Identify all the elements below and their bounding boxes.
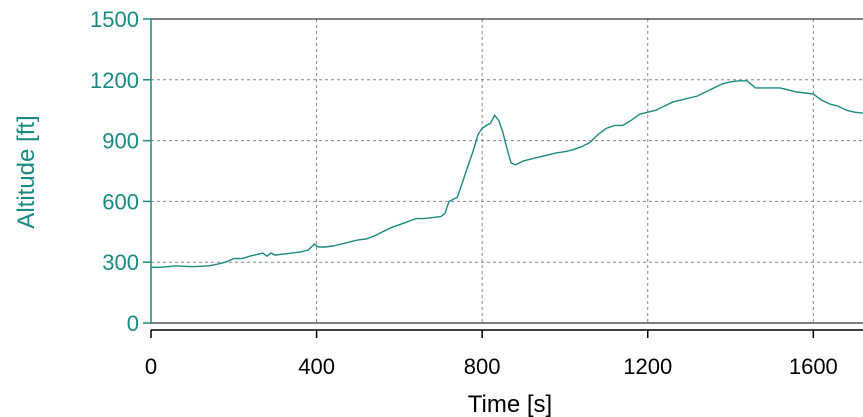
- y-tick-label: 1500: [90, 7, 139, 32]
- x-axis-label: Time [s]: [468, 391, 552, 417]
- grid-lines: [151, 19, 863, 323]
- y-tick-label: 900: [102, 129, 139, 154]
- x-tick-label: 0: [145, 354, 157, 379]
- y-tick-label: 600: [102, 189, 139, 214]
- y-axis-label: Altitude [ft]: [13, 115, 40, 228]
- x-tick-label: 800: [464, 354, 501, 379]
- x-tick-label: 1600: [789, 354, 838, 379]
- x-axis-ticks: 0 400 800 1200 1600: [145, 330, 838, 379]
- plot-frame: [150, 18, 863, 324]
- y-tick-label: 300: [102, 250, 139, 275]
- y-axis-ticks: 0 300 600 900 1200 1500: [90, 7, 151, 336]
- y-tick-label: 1200: [90, 68, 139, 93]
- x-tick-label: 1200: [623, 354, 672, 379]
- x-tick-label: 400: [298, 354, 335, 379]
- y-tick-label: 0: [127, 311, 139, 336]
- altitude-series-line: [151, 80, 863, 268]
